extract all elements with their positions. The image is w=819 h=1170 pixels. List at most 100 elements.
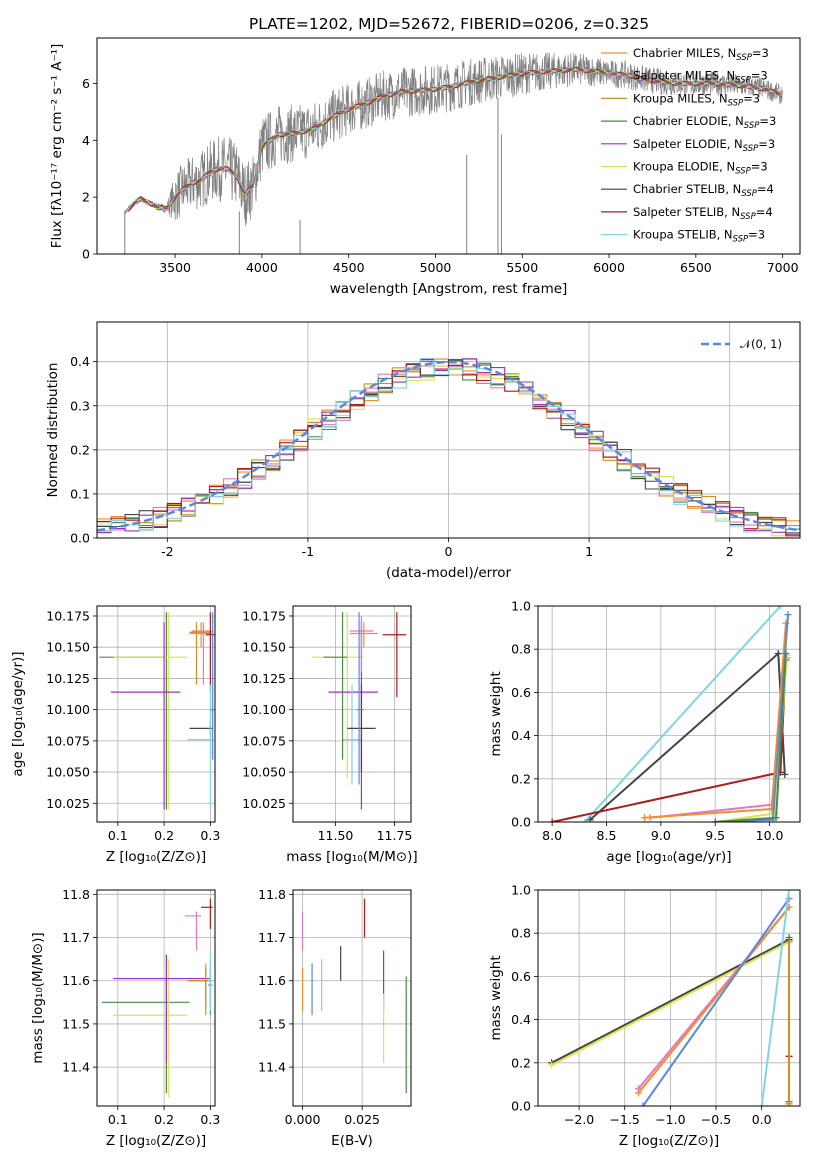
x-tick-label: 2 bbox=[726, 544, 734, 559]
y-tick-label: 10.150 bbox=[242, 640, 286, 655]
x-tick-label: −0.5 bbox=[701, 1112, 731, 1127]
y-tick-label: 0.0 bbox=[70, 531, 90, 546]
legend-entry: Salpeter MILES, NSSP=3 bbox=[633, 69, 768, 86]
y-tick-label: 0.8 bbox=[511, 926, 531, 941]
y-tick-label: 11.7 bbox=[258, 930, 286, 945]
legend-suffix: =3 bbox=[748, 228, 765, 242]
y-tick-label: 0.1 bbox=[70, 486, 90, 501]
plot-area bbox=[97, 358, 800, 537]
x-axis-label: Z [log₁₀(Z/Z⊙)] bbox=[106, 1133, 206, 1149]
x-tick-label: -2 bbox=[161, 544, 173, 559]
y-tick-label: 10.175 bbox=[242, 608, 286, 623]
mass-weight-vs-metallicity-panel: −2.0 −1.5 −1.0 −0.5 0.0 0.0 0.2 0.4 0.6 0.8 1.0 Z [… bbox=[488, 883, 801, 1149]
x-tick-label: 11.50 bbox=[318, 828, 354, 843]
x-tick-label: −2.0 bbox=[564, 1112, 594, 1127]
legend-subscript: SSP bbox=[735, 76, 751, 86]
y-tick-label: 10.150 bbox=[46, 640, 90, 655]
data-point-marker bbox=[641, 814, 649, 822]
legend-label: Kroupa ELODIE, N bbox=[633, 160, 735, 174]
y-axis-label: Normed distribution bbox=[45, 363, 61, 498]
y-tick-label: 10.050 bbox=[46, 765, 90, 780]
legend-suffix: =3 bbox=[751, 160, 768, 174]
y-tick-label: 0.0 bbox=[511, 1099, 531, 1114]
axes-frame bbox=[96, 889, 216, 1107]
series-line bbox=[583, 606, 782, 822]
x-axis-label: wavelength [Angstrom, rest frame] bbox=[330, 281, 568, 297]
y-tick-label: 10.025 bbox=[46, 796, 90, 811]
series-line bbox=[551, 938, 790, 1064]
y-tick-label: 11.5 bbox=[258, 1016, 286, 1031]
data-point-marker bbox=[772, 814, 780, 822]
mass-vs-extinction-panel: 0.000 0.025 11.4 11.5 11.6 11.7 11.8 E(B-V) bbox=[258, 887, 412, 1149]
legend-entry: Chabrier ELODIE, NSSP=3 bbox=[633, 114, 776, 131]
data-point-marker bbox=[634, 1089, 642, 1097]
legend-entry: Salpeter ELODIE, NSSP=3 bbox=[633, 137, 775, 154]
x-tick-label: 5500 bbox=[506, 260, 538, 275]
y-axis-label: mass weight bbox=[488, 955, 504, 1040]
y-tick-label: 10.100 bbox=[242, 702, 286, 717]
axes-frame bbox=[96, 321, 801, 539]
x-tick-label: 11.75 bbox=[377, 828, 413, 843]
data-point-marker bbox=[776, 606, 784, 610]
plot-area bbox=[99, 612, 215, 810]
x-axis-label: Z [log₁₀(Z/Z⊙)] bbox=[106, 849, 206, 865]
legend-suffix: =3 bbox=[743, 91, 760, 105]
x-axis-label: E(B-V) bbox=[331, 1133, 373, 1149]
axes-frame bbox=[292, 605, 412, 823]
x-tick-label: 7000 bbox=[767, 260, 799, 275]
y-tick-label: 11.5 bbox=[62, 1016, 90, 1031]
x-tick-label: 6500 bbox=[680, 260, 712, 275]
series-line bbox=[637, 906, 790, 1094]
axes-frame bbox=[96, 605, 216, 823]
x-axis-label: mass [log₁₀(M/M⊙)] bbox=[286, 849, 417, 865]
data-point-marker bbox=[774, 650, 782, 658]
axes-frame bbox=[537, 889, 801, 1107]
age-vs-metallicity-panel: 0.1 0.2 0.3 10.025 10.050 10.075 10.100 10.125 1… bbox=[10, 605, 220, 865]
x-tick-label: 6000 bbox=[593, 260, 625, 275]
legend-label: Chabrier ELODIE, N bbox=[633, 114, 744, 128]
y-axis-label: age [log₁₀(age/yr)] bbox=[10, 651, 26, 776]
data-point-marker bbox=[782, 650, 790, 658]
y-axis-label: mass [log₁₀(M/M⊙)] bbox=[30, 932, 46, 1063]
axes-frame bbox=[96, 37, 801, 255]
series-line bbox=[642, 898, 790, 1106]
plot-area bbox=[548, 606, 792, 822]
legend-label: Salpeter MILES, N bbox=[633, 69, 735, 83]
model-spectrum-line bbox=[127, 66, 782, 211]
y-tick-label: 11.6 bbox=[62, 973, 90, 988]
y-tick-label: 1.0 bbox=[511, 599, 531, 614]
x-tick-label: 0.000 bbox=[285, 1112, 321, 1127]
data-point-marker bbox=[785, 938, 793, 946]
y-tick-label: 11.8 bbox=[62, 887, 90, 902]
plot-area bbox=[124, 52, 783, 254]
legend-label: Kroupa MILES, N bbox=[633, 91, 728, 105]
y-tick-label: 0.3 bbox=[70, 398, 90, 413]
y-tick-label: 11.4 bbox=[258, 1060, 286, 1075]
x-tick-label: 0.3 bbox=[200, 1112, 220, 1127]
x-tick-label: 0.3 bbox=[200, 828, 220, 843]
data-point-marker bbox=[785, 1100, 793, 1106]
y-tick-label: 10.075 bbox=[46, 733, 90, 748]
legend-subscript: SSP bbox=[728, 98, 744, 108]
y-tick-label: 6 bbox=[82, 76, 90, 91]
x-tick-label: 0 bbox=[445, 544, 453, 559]
legend-subscript: SSP bbox=[744, 121, 760, 131]
y-tick-label: 0.8 bbox=[511, 642, 531, 657]
y-tick-label: 10.125 bbox=[46, 671, 90, 686]
x-tick-label: 0.1 bbox=[108, 1112, 128, 1127]
data-point-marker bbox=[758, 1102, 766, 1106]
y-tick-label: 10.025 bbox=[242, 796, 286, 811]
legend-suffix: =3 bbox=[759, 114, 776, 128]
legend-label: Kroupa STELIB, N bbox=[633, 228, 733, 242]
x-tick-label: 0.2 bbox=[154, 828, 174, 843]
plot-area bbox=[301, 898, 407, 1094]
x-tick-label: 10.0 bbox=[756, 828, 784, 843]
x-axis-label: age [log₁₀(age/yr)] bbox=[606, 849, 731, 865]
data-point-marker bbox=[784, 611, 792, 619]
legend-entry: Kroupa STELIB, NSSP=3 bbox=[633, 228, 765, 245]
data-point-marker bbox=[781, 770, 789, 778]
y-axis-label: Flux [fλ10⁻¹⁷ erg cm⁻² s⁻¹ A⁻¹] bbox=[49, 44, 65, 249]
data-point-marker bbox=[639, 1102, 647, 1106]
